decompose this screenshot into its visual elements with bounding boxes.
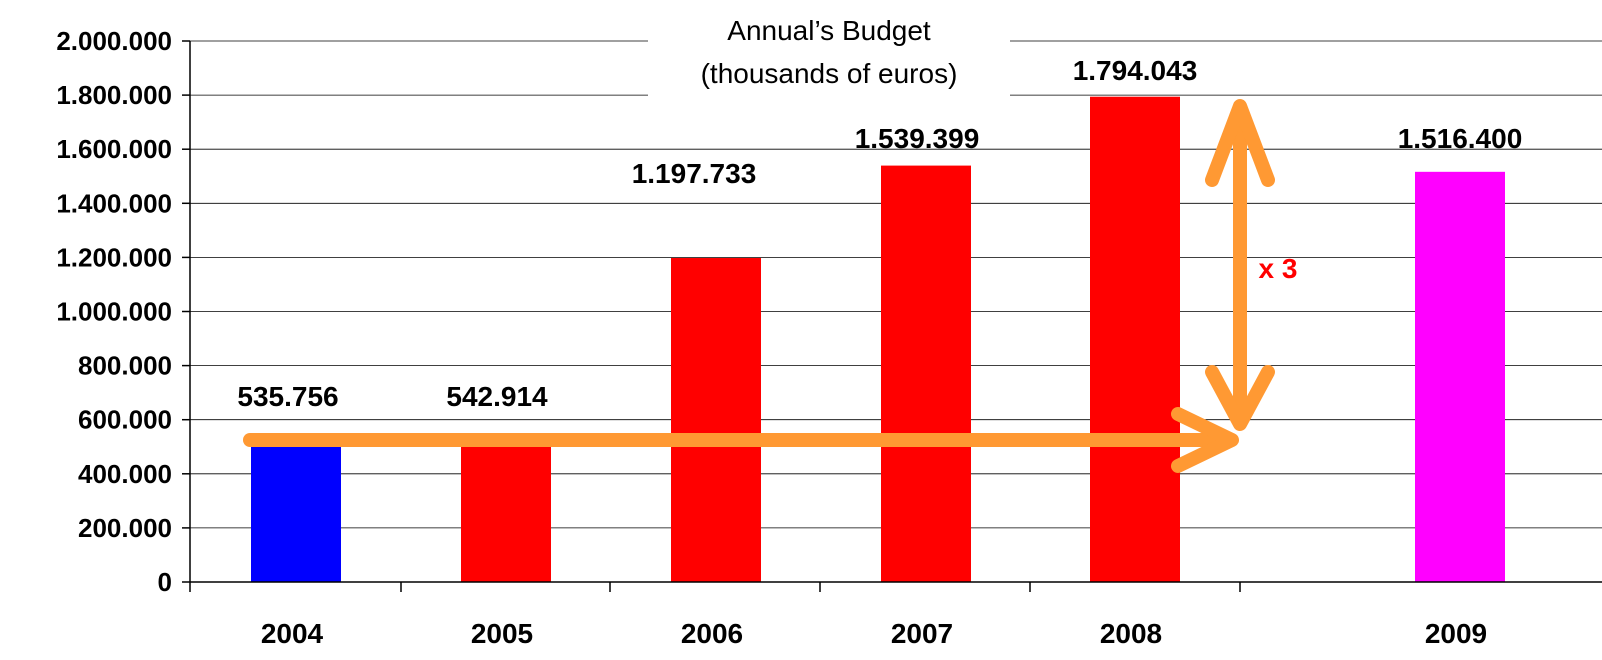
bars-group bbox=[251, 96, 1505, 583]
data-label: 542.914 bbox=[446, 381, 548, 412]
x-tick-label: 2007 bbox=[891, 618, 953, 649]
y-tick-label: 800.000 bbox=[78, 351, 172, 381]
data-labels: 535.756 542.914 1.197.733 1.539.399 1.794.04… bbox=[237, 55, 1522, 412]
y-tick-label: 600.000 bbox=[78, 405, 172, 435]
growth-annotation: x 3 bbox=[1259, 253, 1298, 284]
bar-2009 bbox=[1415, 171, 1505, 583]
y-tick-label: 0 bbox=[158, 567, 172, 597]
bar-2007 bbox=[881, 165, 971, 582]
title-background bbox=[648, 6, 1010, 102]
data-label: 1.197.733 bbox=[632, 158, 757, 189]
chart-subtitle: (thousands of euros) bbox=[701, 58, 958, 89]
y-tick-label: 200.000 bbox=[78, 513, 172, 543]
y-tick-label: 1.200.000 bbox=[56, 242, 172, 272]
y-tick-label: 1.400.000 bbox=[56, 188, 172, 218]
y-tick-label: 400.000 bbox=[78, 459, 172, 489]
bar-2004 bbox=[251, 437, 341, 582]
data-label: 1.539.399 bbox=[855, 123, 980, 154]
bar-2005 bbox=[461, 435, 551, 582]
bar-2006 bbox=[671, 258, 761, 582]
y-tick-label: 1.600.000 bbox=[56, 134, 172, 164]
data-label: 535.756 bbox=[237, 381, 338, 412]
x-tick-labels: 2004 2005 2006 2007 2008 2009 bbox=[261, 618, 1487, 649]
x-tick-label: 2009 bbox=[1425, 618, 1487, 649]
y-tick-label: 2.000.000 bbox=[56, 26, 172, 56]
data-label: 1.516.400 bbox=[1398, 123, 1523, 154]
y-tick-label: 1.000.000 bbox=[56, 297, 172, 327]
y-tick-labels: 0 200.000 400.000 600.000 800.000 1.000.000 1.… bbox=[56, 26, 172, 597]
vertical-double-arrow bbox=[1205, 99, 1275, 431]
axes bbox=[182, 40, 1602, 592]
chart-title: Annual’s Budget bbox=[727, 15, 931, 46]
x-tick-label: 2006 bbox=[681, 618, 743, 649]
data-label: 1.794.043 bbox=[1073, 55, 1198, 86]
horizontal-arrow bbox=[243, 407, 1239, 473]
bar-2008 bbox=[1090, 96, 1180, 582]
x-tick-label: 2005 bbox=[471, 618, 533, 649]
x-tick-label: 2008 bbox=[1100, 618, 1162, 649]
x-tick-label: 2004 bbox=[261, 618, 324, 649]
y-tick-label: 1.800.000 bbox=[56, 80, 172, 110]
